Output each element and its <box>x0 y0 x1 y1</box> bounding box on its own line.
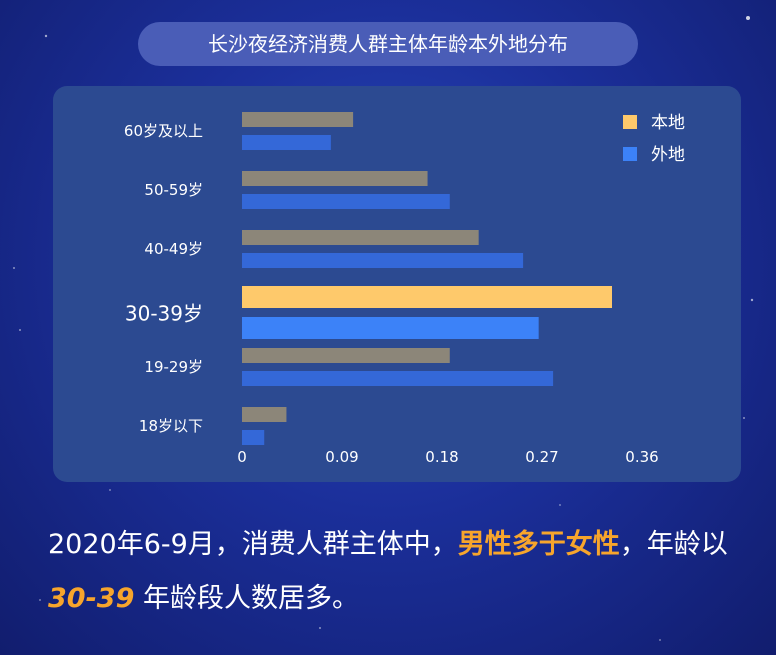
bar-local-2 <box>242 230 479 245</box>
legend-swatch <box>623 115 637 129</box>
bar-local-4 <box>242 348 450 363</box>
x-tick-label: 0.27 <box>525 448 558 466</box>
bar-nonlocal-4 <box>242 371 554 386</box>
chart-panel: 60岁及以上 50-59岁 40-49岁 30-39岁 19-29岁 18岁以下 0 0.09… <box>53 86 741 482</box>
x-tick-label: 0 <box>237 448 247 466</box>
caption-highlight-age: 30-39 <box>48 583 135 614</box>
bar-nonlocal-0 <box>242 135 331 150</box>
y-tick-label: 19-29岁 <box>144 358 203 376</box>
bar-local-1 <box>242 171 428 186</box>
legend-label: 外地 <box>651 145 685 165</box>
y-tick-label: 60岁及以上 <box>124 122 203 140</box>
caption-text-2: ，年龄以 <box>619 529 728 560</box>
bar-nonlocal-1 <box>242 194 450 209</box>
bar-local-3 <box>242 286 612 308</box>
y-tick-label: 40-49岁 <box>144 240 203 258</box>
bar-nonlocal-2 <box>242 253 524 268</box>
x-tick-label: 0.36 <box>625 448 658 466</box>
bar-nonlocal-5 <box>242 430 265 445</box>
legend-label: 本地 <box>651 113 685 133</box>
x-tick-label: 0.09 <box>325 448 358 466</box>
x-tick-label: 0.18 <box>425 448 458 466</box>
caption-text-3: 年龄段人数居多。 <box>134 583 359 614</box>
y-tick-label: 30-39岁 <box>125 302 203 326</box>
caption-highlight-gender: 男性多于女性 <box>457 529 620 560</box>
bar-local-0 <box>242 112 354 127</box>
chart-title: 长沙夜经济消费人群主体年龄本外地分布 <box>138 22 638 66</box>
bar-local-5 <box>242 407 287 422</box>
bar-chart: 60岁及以上 50-59岁 40-49岁 30-39岁 19-29岁 18岁以下 0 0.09… <box>124 112 685 466</box>
legend-swatch <box>623 147 637 161</box>
y-tick-label: 18岁以下 <box>139 417 203 435</box>
summary-caption: 2020年6-9月，消费人群主体中，男性多于女性，年龄以 30-39 年龄段人数居… <box>48 518 768 626</box>
caption-text-1: 2020年6-9月，消费人群主体中， <box>48 529 458 560</box>
y-tick-label: 50-59岁 <box>144 181 203 199</box>
bar-nonlocal-3 <box>242 317 539 339</box>
